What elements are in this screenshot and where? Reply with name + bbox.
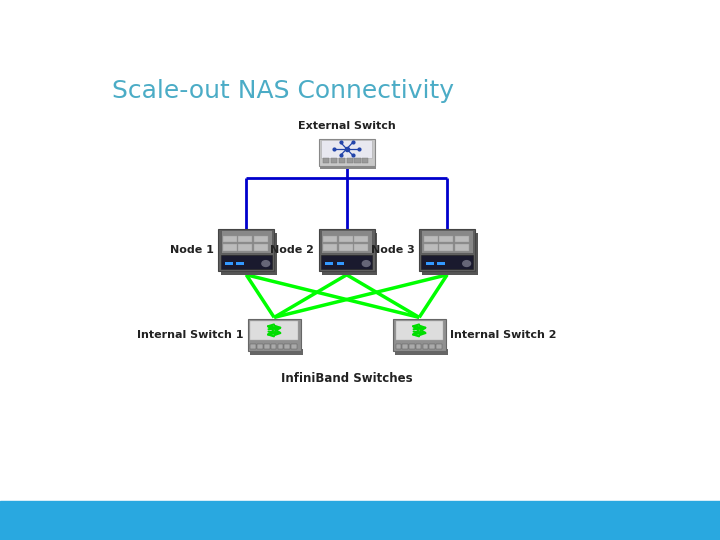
FancyBboxPatch shape — [236, 262, 244, 265]
FancyBboxPatch shape — [251, 344, 256, 349]
FancyBboxPatch shape — [254, 245, 268, 251]
FancyBboxPatch shape — [319, 139, 374, 166]
FancyBboxPatch shape — [354, 236, 369, 242]
FancyBboxPatch shape — [291, 344, 297, 349]
FancyBboxPatch shape — [339, 158, 345, 163]
FancyBboxPatch shape — [218, 229, 274, 271]
FancyBboxPatch shape — [455, 245, 469, 251]
Text: InfiniBand Switches: InfiniBand Switches — [281, 372, 413, 385]
FancyBboxPatch shape — [321, 140, 372, 158]
Text: Scale-out NAS Connectivity: Scale-out NAS Connectivity — [112, 79, 454, 103]
FancyBboxPatch shape — [220, 255, 272, 269]
Text: Internal Switch 1: Internal Switch 1 — [137, 330, 243, 340]
FancyBboxPatch shape — [339, 245, 353, 251]
FancyBboxPatch shape — [395, 349, 448, 355]
FancyBboxPatch shape — [436, 344, 442, 349]
FancyBboxPatch shape — [257, 344, 263, 349]
FancyBboxPatch shape — [422, 233, 478, 275]
FancyBboxPatch shape — [277, 344, 283, 349]
FancyBboxPatch shape — [238, 245, 253, 251]
FancyBboxPatch shape — [251, 321, 298, 340]
FancyBboxPatch shape — [221, 233, 277, 275]
FancyBboxPatch shape — [426, 262, 433, 265]
FancyBboxPatch shape — [321, 255, 372, 269]
FancyBboxPatch shape — [238, 236, 253, 242]
FancyBboxPatch shape — [362, 158, 369, 163]
FancyBboxPatch shape — [222, 245, 237, 251]
FancyBboxPatch shape — [250, 349, 303, 355]
FancyBboxPatch shape — [421, 230, 473, 253]
FancyBboxPatch shape — [429, 344, 435, 349]
FancyBboxPatch shape — [416, 344, 421, 349]
FancyBboxPatch shape — [439, 245, 454, 251]
Text: Internal Switch 2: Internal Switch 2 — [450, 330, 557, 340]
FancyBboxPatch shape — [395, 321, 443, 340]
FancyBboxPatch shape — [409, 344, 415, 349]
Circle shape — [262, 261, 270, 266]
FancyBboxPatch shape — [321, 230, 372, 253]
FancyBboxPatch shape — [254, 236, 268, 242]
FancyBboxPatch shape — [284, 344, 290, 349]
FancyBboxPatch shape — [271, 344, 276, 349]
FancyBboxPatch shape — [339, 236, 353, 242]
FancyBboxPatch shape — [325, 262, 333, 265]
FancyBboxPatch shape — [439, 236, 454, 242]
Text: Node 1: Node 1 — [170, 245, 214, 255]
FancyBboxPatch shape — [347, 158, 353, 163]
FancyBboxPatch shape — [423, 344, 428, 349]
FancyBboxPatch shape — [222, 236, 237, 242]
FancyBboxPatch shape — [437, 262, 445, 265]
Text: Node 3: Node 3 — [371, 245, 415, 255]
FancyBboxPatch shape — [395, 344, 401, 349]
FancyBboxPatch shape — [419, 229, 475, 271]
Circle shape — [463, 261, 471, 266]
FancyBboxPatch shape — [331, 158, 337, 163]
FancyBboxPatch shape — [323, 236, 337, 242]
FancyBboxPatch shape — [423, 245, 438, 251]
FancyBboxPatch shape — [323, 158, 329, 163]
FancyBboxPatch shape — [354, 158, 361, 163]
Text: EMC Proven Professional. Copyright ©  2012 EMC Corporation. All Rights Reserved.: EMC Proven Professional. Copyright © 201… — [14, 519, 333, 528]
Text: Node 2: Node 2 — [271, 245, 315, 255]
Text: External Switch: External Switch — [298, 121, 395, 131]
FancyBboxPatch shape — [248, 320, 301, 350]
FancyBboxPatch shape — [402, 344, 408, 349]
FancyBboxPatch shape — [323, 245, 337, 251]
Text: Module 7: Network-Attached Storage  20: Module 7: Network-Attached Storage 20 — [549, 519, 706, 528]
FancyBboxPatch shape — [455, 236, 469, 242]
FancyBboxPatch shape — [320, 165, 377, 169]
FancyBboxPatch shape — [220, 230, 272, 253]
Circle shape — [362, 261, 370, 266]
FancyBboxPatch shape — [423, 236, 438, 242]
FancyBboxPatch shape — [337, 262, 344, 265]
FancyBboxPatch shape — [322, 233, 377, 275]
FancyBboxPatch shape — [225, 262, 233, 265]
FancyBboxPatch shape — [392, 320, 446, 350]
FancyBboxPatch shape — [421, 255, 473, 269]
FancyBboxPatch shape — [264, 344, 269, 349]
FancyBboxPatch shape — [319, 229, 374, 271]
FancyBboxPatch shape — [354, 245, 369, 251]
